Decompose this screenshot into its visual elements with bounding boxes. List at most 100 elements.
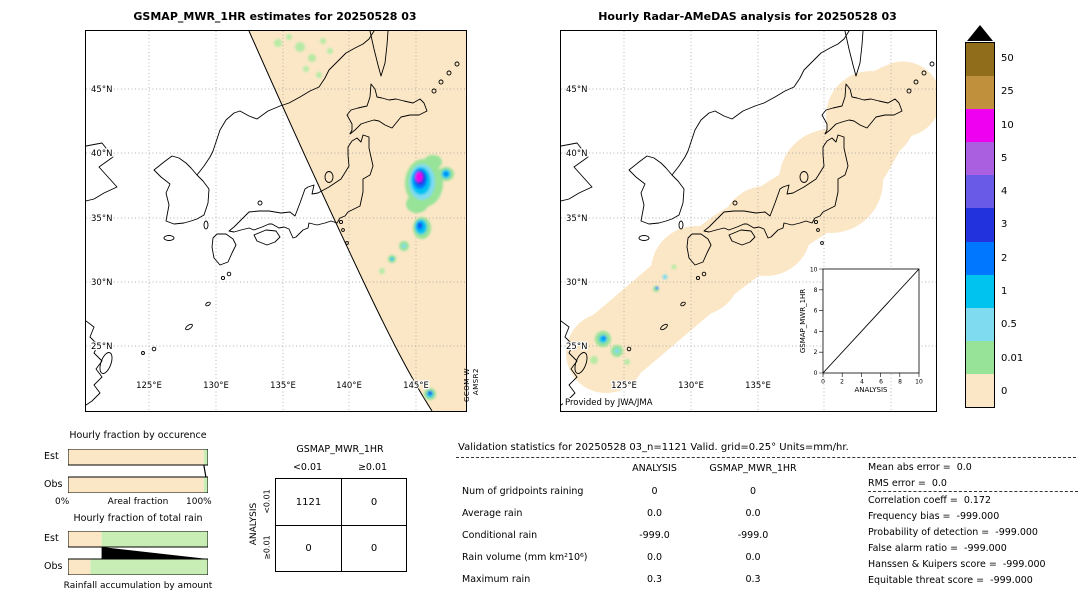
colorbar-tick-label: 50 — [1001, 53, 1014, 65]
contingency-cell: 0 — [341, 479, 406, 525]
obs-row-label: Obs — [44, 479, 63, 490]
stats-col-header: ANALYSIS — [632, 463, 677, 474]
y-tick-label: 10 — [810, 267, 818, 274]
dashed-divider — [456, 457, 1076, 458]
lon-label: 125°E — [136, 381, 162, 391]
colorbar-segment — [966, 274, 994, 308]
lon-label: 130°E — [203, 381, 229, 391]
score-label: Frequency bias = — [868, 510, 951, 522]
stat-analysis-value: 0.0 — [646, 551, 663, 563]
inset-y-axis-label: GSMAP_MWR_1HR — [799, 289, 807, 353]
stat-gsmap-value: 0.0 — [745, 551, 761, 563]
contingency-cell: 0 — [341, 525, 406, 571]
colorbar-segment — [966, 175, 994, 209]
sensor-name-label: AMSR2 — [472, 368, 480, 396]
score-value: 0.172 — [963, 494, 992, 506]
colorbar-segment — [966, 340, 994, 374]
lat-label: 35°N — [91, 214, 112, 224]
colorbar-tick-label: 25 — [1001, 86, 1014, 98]
contingency-row-axis-label: ANALYSIS — [249, 502, 259, 546]
score-row: RMS error = 0.0 — [868, 475, 1078, 491]
lat-label: 30°N — [91, 278, 112, 288]
colorbar-tick-label: 0.5 — [1001, 319, 1017, 331]
contingency-col-header: <0.01 — [292, 462, 323, 473]
occurrence-bars — [68, 449, 208, 493]
stat-analysis-value: 0 — [651, 485, 658, 497]
colorbar-tick-label: 3 — [1001, 219, 1008, 231]
lat-label: 40°N — [91, 149, 112, 159]
colorbar-overflow-arrow-icon — [967, 25, 993, 41]
right-map: 45°N 40°N 35°N 30°N 25°N 125°E 130°E 135… — [560, 30, 937, 412]
stat-label: Conditional rain — [462, 529, 538, 541]
lon-label: 135°E — [270, 381, 296, 391]
x-ticks — [822, 373, 920, 377]
graticule — [561, 31, 936, 411]
contingency-cell: 0 — [276, 525, 341, 571]
score-value: -999.000 — [964, 542, 1007, 554]
score-label: Hanssen & Kuipers score = — [868, 558, 997, 570]
data-provider-credit: Provided by JWA/JMA — [563, 398, 655, 408]
colorbar-segment — [966, 76, 994, 110]
satellite-name-label: GCOM-W — [463, 368, 471, 403]
lat-label: 40°N — [566, 149, 587, 159]
colorbar-tick-label: 5 — [1001, 152, 1008, 164]
score-label: Correlation coeff = — [868, 494, 958, 506]
total-rain-panel-title: Hourly fraction of total rain — [73, 513, 203, 524]
colorbar-segments — [965, 42, 995, 408]
score-label: Equitable threat score = — [868, 574, 985, 586]
colorbar-tick-label: 10 — [1001, 119, 1014, 131]
stat-label: Average rain — [462, 507, 523, 519]
contingency-title: GSMAP_MWR_1HR — [296, 444, 384, 455]
colorbar-segment — [966, 208, 994, 242]
y-tick-label: 8 — [814, 287, 818, 294]
est-row-label: Est — [44, 533, 59, 544]
score-row: Hanssen & Kuipers score = -999.000 — [868, 556, 1078, 572]
lon-label: 145°E — [403, 381, 429, 391]
occurrence-panel-title: Hourly fraction by occurence — [69, 430, 207, 441]
x-tick-label: 10 — [915, 379, 923, 386]
right-map-title: Hourly Radar-AMeDAS analysis for 2025052… — [598, 10, 897, 23]
stats-row: Maximum rain 0.3 0.3 — [462, 568, 809, 590]
graticule — [86, 31, 466, 411]
score-value: 0.0 — [956, 461, 972, 473]
validation-title: Validation statistics for 20250528 03_n=… — [458, 442, 849, 453]
x-max-label: 100% — [186, 497, 212, 507]
lat-label: 25°N — [566, 342, 587, 352]
score-row: Correlation coeff = 0.172 — [868, 491, 1078, 508]
score-list: Mean abs error = 0.0 RMS error = 0.0 Cor… — [868, 459, 1078, 588]
est-obs-connector — [204, 465, 206, 477]
contingency-row-header: ≥0.01 — [262, 535, 272, 560]
colorbar-tick-label: 4 — [1001, 186, 1008, 198]
stat-gsmap-value: 0 — [749, 485, 757, 497]
stat-analysis-value: 0.0 — [646, 507, 663, 519]
stats-table: Num of gridpoints raining 0 0 Average ra… — [462, 480, 809, 590]
lat-label: 45°N — [91, 85, 112, 95]
colorbar-labels: 50 25 10 5 4 3 2 1 0.5 0.01 0 — [1001, 42, 1023, 408]
y-tick-label: 4 — [814, 329, 818, 336]
total-rain-bars — [68, 531, 208, 575]
stat-gsmap-value: 0.3 — [745, 573, 761, 585]
inset-scatter-plot: 0 2 4 6 8 10 0 2 4 6 8 10 ANALYSIS GSMAP… — [799, 267, 923, 395]
areal-fraction-axis-label: Areal fraction — [107, 497, 169, 507]
swath-edge-line — [248, 31, 433, 411]
score-label: Probability of detection = — [868, 526, 990, 538]
lon-label: 140°E — [336, 381, 362, 391]
lon-label: 130°E — [678, 381, 704, 391]
stats-row: Conditional rain -999.0 -999.0 — [462, 524, 809, 546]
x-min-label: 0% — [55, 497, 70, 507]
stat-analysis-value: -999.0 — [639, 529, 670, 541]
lat-label: 25°N — [91, 342, 112, 352]
lon-label: 125°E — [611, 381, 637, 391]
rain-cells — [274, 34, 454, 400]
score-label: False alarm ratio = — [868, 542, 959, 554]
x-tick-label: 8 — [898, 379, 902, 386]
satellite-swath-area — [249, 31, 466, 411]
lat-label: 30°N — [566, 278, 587, 288]
est-obs-wedge-connector — [101, 547, 208, 559]
est-row-label: Est — [44, 451, 59, 462]
colorbar-tick-label: 0 — [1001, 385, 1008, 397]
stats-row: Rain volume (mm km²10⁶) 0.0 0.0 — [462, 546, 809, 568]
score-label: Mean abs error = — [868, 461, 951, 473]
colorbar-tick-label: 0.01 — [1001, 352, 1024, 364]
